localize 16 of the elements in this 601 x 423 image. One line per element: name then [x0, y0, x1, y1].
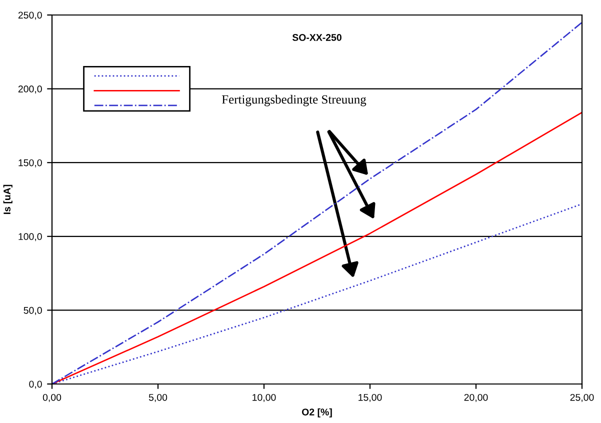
y-tick-label: 100,0: [18, 233, 42, 242]
x-tick-label: 0,00: [42, 394, 62, 402]
x-tick-label: 10,00: [252, 394, 276, 402]
text: SO-XX-250: [292, 34, 342, 41]
x-tick-label: 25,00: [570, 394, 594, 402]
y-tick-label: 50,0: [24, 306, 42, 315]
y-tick-label: 150,0: [18, 159, 42, 168]
x-tick-label: 20,00: [464, 394, 488, 402]
x-tick-label: 5,00: [148, 394, 168, 402]
y-tick-label: 200,0: [18, 86, 42, 94]
x-tick-label: 15,00: [358, 394, 382, 402]
y-tick-label: 0,0: [29, 380, 42, 389]
annotation: Fertigungsbedingte Streuung: [222, 94, 366, 106]
x-axis-title: O2 [%]: [302, 408, 332, 418]
y-tick-label: 250,0: [18, 12, 42, 20]
y-axis-title: Is [uA]: [3, 184, 12, 214]
